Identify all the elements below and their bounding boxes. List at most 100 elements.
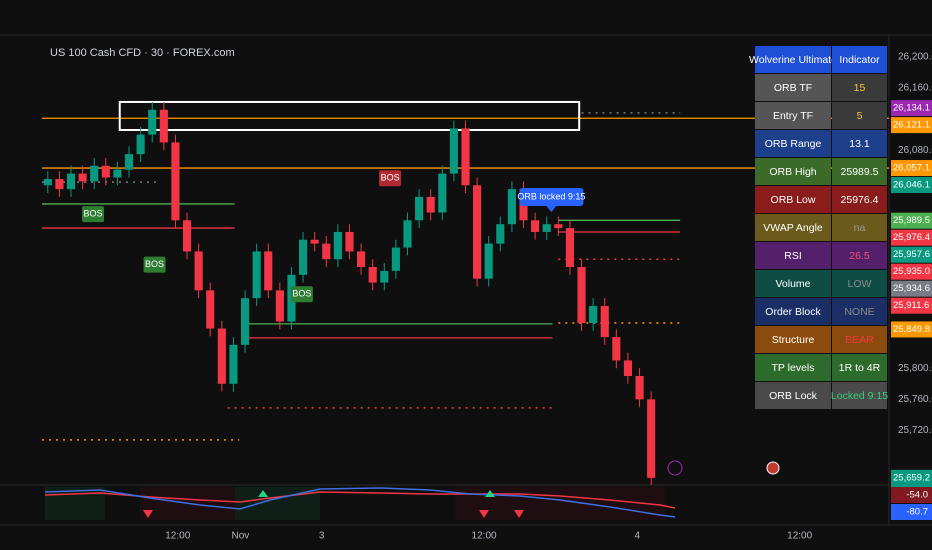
price-label: 26,057.1	[893, 163, 930, 174]
table-cell	[755, 298, 831, 325]
flag-icon[interactable]	[766, 461, 780, 475]
price-label-bg	[891, 212, 932, 229]
bos-label-bg	[82, 206, 105, 223]
bos-label: BOS	[84, 208, 103, 218]
table-cell	[755, 130, 831, 157]
table-text: ORB Lock	[769, 390, 818, 402]
candle-body	[101, 165, 110, 178]
candle-body	[159, 109, 168, 143]
price-label-bg	[891, 280, 932, 297]
price-label-bg	[891, 263, 932, 280]
bos-label: BOS	[145, 259, 164, 269]
table-cell	[832, 46, 887, 73]
candle-body	[333, 231, 342, 260]
candle-body	[310, 239, 319, 244]
osc-label: -54.0	[906, 490, 928, 501]
candle-body	[113, 169, 122, 178]
candle-body	[391, 247, 400, 271]
candle-body	[554, 224, 563, 229]
candle-body	[577, 267, 586, 324]
candle-body	[299, 239, 308, 275]
bos-label-bg	[379, 170, 402, 187]
candle-body	[531, 220, 540, 232]
orb-box	[118, 100, 581, 131]
table-text: 25976.4	[841, 194, 879, 206]
table-text: TP levels	[772, 362, 815, 374]
bos-label-bg	[143, 256, 166, 273]
candle-body	[600, 305, 609, 338]
table-cell	[832, 242, 887, 269]
osc-label-bg	[891, 504, 932, 520]
table-cell	[755, 102, 831, 129]
table-cell	[832, 74, 887, 101]
candle-body	[322, 243, 331, 260]
candle-body	[415, 196, 424, 221]
table-cell	[755, 326, 831, 353]
x-tick-label: 12:00	[472, 531, 497, 542]
table-text: Volume	[775, 278, 810, 290]
table-text: NONE	[844, 306, 874, 318]
price-label: 25,934.6	[893, 283, 930, 294]
table-text: Structure	[772, 334, 815, 346]
price-label: 25,989.5	[893, 215, 930, 226]
price-label: 26,046.1	[893, 180, 930, 191]
table-text: ORB High	[769, 166, 816, 178]
candle-body	[357, 251, 366, 268]
table-cell	[755, 214, 831, 241]
oscillator-pane	[44, 460, 780, 520]
table-cell	[832, 382, 887, 409]
table-cell	[832, 354, 887, 381]
price-label: 26,121.1	[893, 120, 930, 131]
y-tick-label: 25,800.0	[898, 363, 932, 374]
candle-body	[380, 270, 389, 283]
x-tick-label: 12:00	[165, 531, 190, 542]
table-text: 26.5	[849, 250, 870, 262]
candle-body	[66, 173, 76, 190]
osc-label: -80.7	[906, 507, 928, 518]
table-text: BEAR	[845, 334, 874, 346]
table-cell	[755, 270, 831, 297]
y-tick-label: 26,160.0	[898, 83, 932, 94]
candle-body	[206, 290, 215, 329]
table-text: 13.1	[849, 138, 870, 150]
table-cell	[755, 242, 831, 269]
table-text: ORB TF	[774, 82, 812, 94]
candle-body	[55, 179, 64, 190]
candle-body	[252, 251, 261, 299]
table-text: RSI	[784, 250, 802, 262]
candle-body	[612, 337, 621, 361]
table-cell	[832, 130, 887, 157]
y-tick-label: 26,200.0	[898, 51, 932, 62]
table-cell	[755, 158, 831, 185]
candle-body	[496, 224, 505, 244]
y-tick-label: 25,720.0	[898, 425, 932, 436]
candle-body	[217, 328, 226, 384]
price-label-bg	[891, 297, 932, 314]
y-tick-label: 26,080.0	[898, 145, 932, 156]
sell-signal	[479, 510, 489, 518]
price-label: 25,849.8	[893, 324, 930, 335]
sell-signal	[143, 510, 153, 518]
candle-body	[484, 243, 493, 279]
chart-title: US 100 Cash CFD · 30 · FOREX.com	[50, 47, 235, 59]
table-text: Entry TF	[773, 110, 813, 122]
candle-body	[438, 173, 447, 213]
bos-label: BOS	[292, 289, 311, 299]
event-icon[interactable]	[667, 460, 683, 476]
table-cell	[832, 326, 887, 353]
candle-body	[275, 290, 284, 322]
candle-body	[194, 251, 203, 291]
table-text: Order Block	[765, 306, 821, 318]
candle-body	[565, 228, 574, 268]
table-text: 25989.5	[841, 166, 879, 178]
candle-body	[426, 196, 435, 213]
x-tick-label: 4	[634, 531, 640, 542]
candle-body	[345, 231, 354, 252]
bos-label: BOS	[381, 173, 400, 183]
y-tick-label: 25,760.0	[898, 394, 932, 405]
table-cell	[832, 158, 887, 185]
table-text: 1R to 4R	[839, 362, 881, 374]
table-text: na	[854, 222, 866, 234]
sell-signal	[514, 510, 524, 518]
